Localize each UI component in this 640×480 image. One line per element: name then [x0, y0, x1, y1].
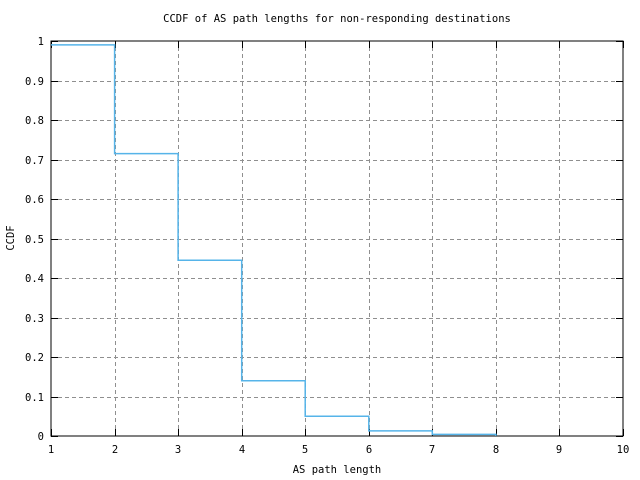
plot-frame: [50, 40, 624, 437]
y-tick-label: 0.1: [25, 392, 44, 404]
x-tick-label: 6: [366, 444, 372, 456]
tick-labels-layer: 0 0.1 0.2 0.3 0.4 0.5 0.6 0.7 0.8 0.9 1 1 2 3 4 5 6 7 8 9 10: [25, 36, 629, 456]
data-series-layer: [51, 44, 497, 436]
x-tick-label: 9: [556, 444, 562, 456]
ccdf-step-line: [51, 44, 497, 436]
y-tick-label: 0.5: [25, 234, 44, 246]
x-tick-label: 5: [302, 444, 308, 456]
y-tick-label: 0.3: [25, 313, 44, 325]
x-tick-label: 8: [493, 444, 499, 456]
x-tick-label: 3: [175, 444, 181, 456]
x-tick-label: 7: [429, 444, 435, 456]
tick-marks-layer: [50, 40, 625, 438]
y-tick-label: 0.6: [25, 194, 44, 206]
chart-title: CCDF of AS path lengths for non-respondi…: [163, 13, 511, 25]
y-tick-label: 0.7: [25, 155, 44, 167]
y-tick-label: 0: [38, 431, 44, 443]
y-tick-label: 0.9: [25, 76, 44, 88]
grid-layer: [51, 41, 623, 436]
x-axis-title: AS path length: [293, 464, 382, 476]
x-tick-label: 4: [239, 444, 245, 456]
y-tick-label: 0.4: [25, 273, 44, 285]
x-tick-label: 1: [48, 444, 54, 456]
y-tick-label: 1: [38, 36, 44, 48]
y-tick-label: 0.2: [25, 352, 44, 364]
y-axis-title: CCDF: [5, 225, 17, 250]
x-tick-label: 2: [112, 444, 118, 456]
y-tick-label: 0.8: [25, 115, 44, 127]
x-tick-label: 10: [617, 444, 630, 456]
